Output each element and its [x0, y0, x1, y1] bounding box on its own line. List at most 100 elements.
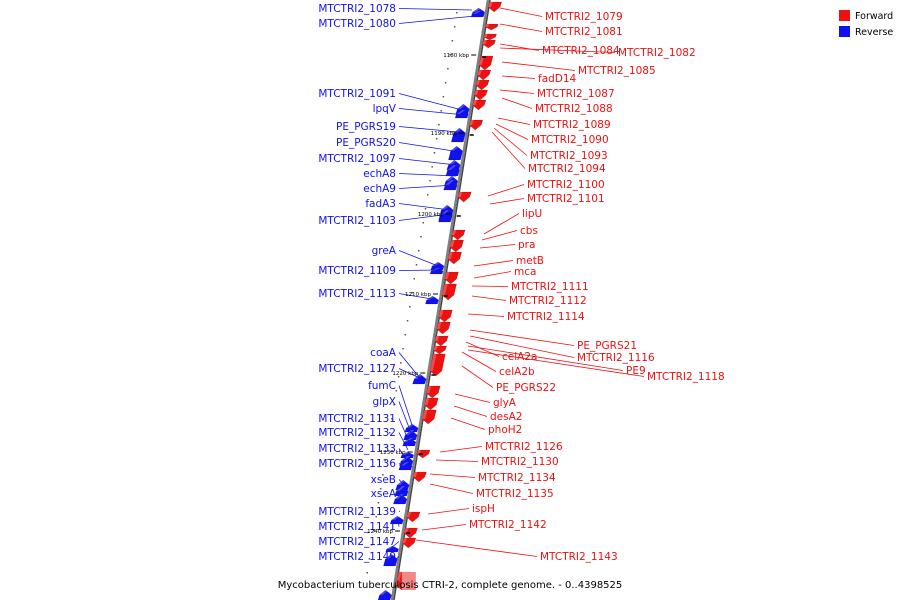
- scale-dot: [451, 40, 454, 42]
- gene-label: MTCTRI2_1141: [318, 521, 396, 533]
- gene-label: MTCTRI2_1080: [318, 18, 396, 30]
- label-connector: [497, 117, 531, 125]
- legend: Forward Reverse: [839, 10, 893, 38]
- scale-dot: [431, 166, 433, 168]
- gene-label: glpX: [373, 396, 396, 408]
- label-connector: [398, 493, 402, 498]
- label-connector: [439, 446, 483, 453]
- gene-label: glyA: [493, 397, 517, 409]
- gene-label: MTCTRI2_1112: [509, 295, 587, 307]
- gene-label: coaA: [370, 347, 397, 359]
- gene-label: MTCTRI2_1101: [527, 193, 605, 205]
- label-connector: [499, 7, 543, 17]
- label-connector: [469, 329, 575, 346]
- label-connector: [501, 75, 536, 79]
- forward-gene: [433, 345, 447, 355]
- gene-label: MTCTRI2_1133: [318, 443, 396, 455]
- label-connector: [390, 541, 400, 549]
- label-connector: [398, 269, 441, 271]
- label-connector: [398, 401, 414, 439]
- forward-gene: [434, 335, 449, 347]
- gene-label: MTCTRI2_1085: [578, 65, 656, 77]
- label-connector: [397, 519, 400, 527]
- scale-dot: [406, 320, 409, 322]
- label-connector: [483, 213, 520, 235]
- tick-layer: 1180 kbp 1190 kbp 1200 kbp 1210 kbp 1220 kbp…: [367, 53, 487, 535]
- label-connector: [499, 89, 535, 94]
- label-connector: [398, 479, 406, 487]
- reverse-gene: [398, 461, 413, 471]
- gene-label: MTCTRI2_1088: [535, 103, 613, 115]
- label-connector: [454, 393, 491, 403]
- gene-label: MTCTRI2_1113: [318, 288, 396, 300]
- label-connector: [487, 184, 525, 197]
- reverse-gene: [383, 553, 398, 567]
- label-connector: [450, 417, 486, 430]
- label-connector: [398, 250, 439, 267]
- label-connector: [398, 8, 473, 11]
- gene-label: MTCTRI2_1126: [485, 441, 563, 453]
- label-connector: [469, 335, 575, 358]
- scale-dot: [373, 530, 375, 532]
- gene-label: MTCTRI2_1130: [481, 456, 559, 468]
- label-connector: [398, 352, 421, 379]
- scale-dot: [384, 460, 386, 462]
- gene-label: MTCTRI2_1079: [545, 11, 623, 23]
- scale-dot: [435, 138, 438, 140]
- gene-label: echA8: [363, 168, 396, 180]
- scale-dot: [420, 236, 422, 238]
- scale-dot: [433, 152, 436, 154]
- gene-label: echA9: [363, 183, 396, 195]
- gene-label: MTCTRI2_1090: [531, 134, 609, 146]
- gene-label: MTCTRI2_1147: [318, 536, 396, 548]
- label-connector: [421, 524, 467, 531]
- forward-gene: [476, 69, 492, 81]
- scale-dot: [379, 488, 382, 490]
- forward-gene: [412, 471, 427, 483]
- scale-dot: [442, 96, 445, 98]
- label-connector: [493, 127, 528, 156]
- gene-label: MTCTRI2_1142: [469, 519, 547, 531]
- label-connector: [467, 313, 505, 317]
- gene-label: MTCTRI2_1136: [318, 458, 396, 470]
- scale-dot: [415, 264, 418, 266]
- label-connector: [398, 126, 459, 133]
- label-connector: [398, 203, 451, 211]
- scale-dot: [411, 292, 413, 294]
- gene-label: MTCTRI2_1114: [507, 311, 585, 323]
- label-connector: [398, 510, 401, 512]
- gene-label: MTCTRI2_1089: [533, 119, 611, 131]
- reverse-gene: [389, 515, 404, 525]
- scale-dot: [402, 348, 404, 350]
- gene-label: celA2a: [502, 351, 537, 363]
- forward-gene: [482, 39, 496, 49]
- forward-gene: [484, 23, 499, 31]
- gene-label: MTCTRI2_1109: [318, 265, 396, 277]
- forward-gene: [421, 409, 437, 425]
- tick-label: 1180 kbp: [443, 53, 469, 59]
- tick-label: 1220 kbp: [392, 371, 418, 377]
- gene-label: MTCTRI2_1093: [530, 150, 608, 162]
- scale-dot: [391, 418, 393, 420]
- forward-gene: [429, 353, 446, 377]
- label-connector: [499, 47, 616, 53]
- tick-label: 1190 kbp: [431, 131, 457, 137]
- label-connector: [461, 365, 494, 388]
- forward-gene: [402, 537, 417, 549]
- label-connector: [398, 93, 463, 111]
- scale-dot: [449, 54, 451, 56]
- label-connector: [427, 508, 470, 515]
- label-connector: [398, 463, 407, 469]
- forward-gene: [426, 385, 441, 399]
- legend-forward-swatch: [839, 10, 850, 21]
- scale-dot: [375, 516, 377, 518]
- gene-label: fadA3: [365, 198, 396, 210]
- backbone-line: [390, 0, 490, 600]
- gene-label: pra: [518, 239, 535, 251]
- gene-label: cbs: [520, 225, 538, 237]
- forward-gene: [449, 239, 464, 253]
- forward-gene: [441, 283, 457, 301]
- scale-dot: [424, 208, 427, 210]
- gene-label: lipU: [522, 208, 542, 220]
